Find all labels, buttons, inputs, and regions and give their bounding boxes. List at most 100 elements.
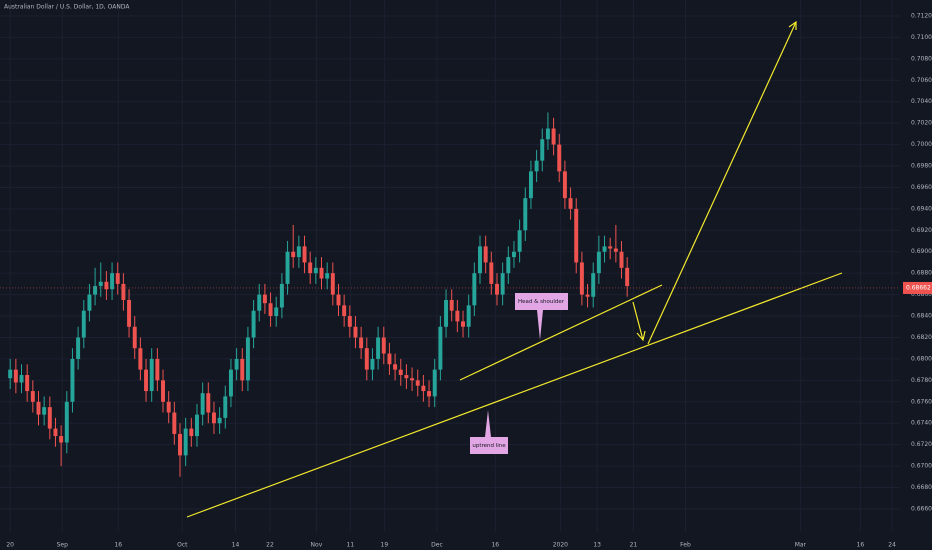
drawings: Head & shoulder uptrend line <box>186 20 843 518</box>
last-price-label: 0.68662 <box>906 284 931 291</box>
candle-body <box>13 369 18 383</box>
x-tick-label: Mar <box>795 542 807 549</box>
candle-body <box>104 281 109 290</box>
candle-body <box>415 380 420 386</box>
candle-body <box>398 369 403 375</box>
candle-body <box>155 358 160 381</box>
callout-box <box>470 410 508 454</box>
x-tick-label: 22 <box>266 542 274 549</box>
uptrend-line <box>186 272 843 518</box>
candle-body <box>602 246 607 252</box>
candle-body <box>387 353 392 365</box>
x-tick-label: 24 <box>888 542 896 549</box>
candle-body <box>461 321 465 327</box>
candle-body <box>245 337 250 381</box>
x-tick-label: 19 <box>381 542 389 549</box>
candle-body <box>70 358 75 402</box>
candle-body <box>427 391 432 397</box>
candle-body <box>625 267 630 287</box>
candle-body <box>449 299 454 311</box>
candle-body <box>393 364 398 370</box>
candle-body <box>211 412 216 424</box>
candle-body <box>557 144 562 172</box>
candle-body <box>121 283 126 300</box>
candle-body <box>364 348 369 370</box>
candle-body <box>325 273 330 279</box>
candle-body <box>608 246 613 249</box>
candle-body <box>500 273 505 295</box>
candle-body <box>302 246 307 263</box>
callout-box <box>515 293 568 340</box>
candle-body <box>166 401 171 413</box>
candle-body <box>217 417 222 424</box>
candle-body <box>138 348 143 370</box>
x-tick-label: Sep <box>57 542 69 549</box>
candle-body <box>200 393 205 415</box>
candle-body <box>330 273 335 295</box>
candle-body <box>370 358 375 370</box>
candle-body <box>534 160 539 172</box>
candle-body <box>381 337 386 354</box>
candle-body <box>376 337 381 359</box>
candle-body <box>506 257 511 274</box>
candle-body <box>466 305 471 327</box>
candle-body <box>551 128 556 145</box>
x-tick-label: 21 <box>630 542 638 549</box>
candle-body <box>421 385 426 392</box>
candle-body <box>613 248 618 252</box>
candle-body <box>483 246 488 263</box>
candle-body <box>59 436 64 443</box>
candle-body <box>149 358 154 392</box>
y-tick-label: 0.71200 <box>911 12 932 19</box>
projection-arrow <box>632 301 644 341</box>
candle-body <box>296 246 301 258</box>
candle-body <box>42 407 47 415</box>
candle-body <box>347 316 352 327</box>
candle-body <box>342 305 347 317</box>
candle-body <box>359 337 364 349</box>
candle-body <box>568 198 573 209</box>
candle-body <box>25 374 30 392</box>
candle-body <box>619 251 624 268</box>
candle-body <box>234 358 239 370</box>
candle-body <box>172 412 177 434</box>
candle-body <box>240 358 245 381</box>
candle-body <box>545 128 550 140</box>
candle-body <box>404 374 409 379</box>
x-tick-label: 16 <box>491 542 499 549</box>
candle-body <box>64 401 69 443</box>
candle-body <box>438 326 443 370</box>
candle-body <box>540 139 545 161</box>
candle-body <box>36 401 41 415</box>
candle-body <box>19 374 24 383</box>
candle-body <box>353 326 358 338</box>
last-price-box <box>903 281 932 294</box>
candle-body <box>489 262 494 284</box>
candle-body <box>274 307 279 317</box>
candle-body <box>562 171 567 199</box>
x-tick-label: 2020 <box>553 542 568 549</box>
candle-body <box>308 262 313 274</box>
candle-body <box>144 369 149 392</box>
candle-body <box>444 299 449 327</box>
candle-body <box>472 273 477 306</box>
candle-body <box>76 337 81 359</box>
annotation: uptrend line <box>472 443 506 449</box>
candle-body <box>279 283 284 308</box>
candle-body <box>81 310 86 338</box>
